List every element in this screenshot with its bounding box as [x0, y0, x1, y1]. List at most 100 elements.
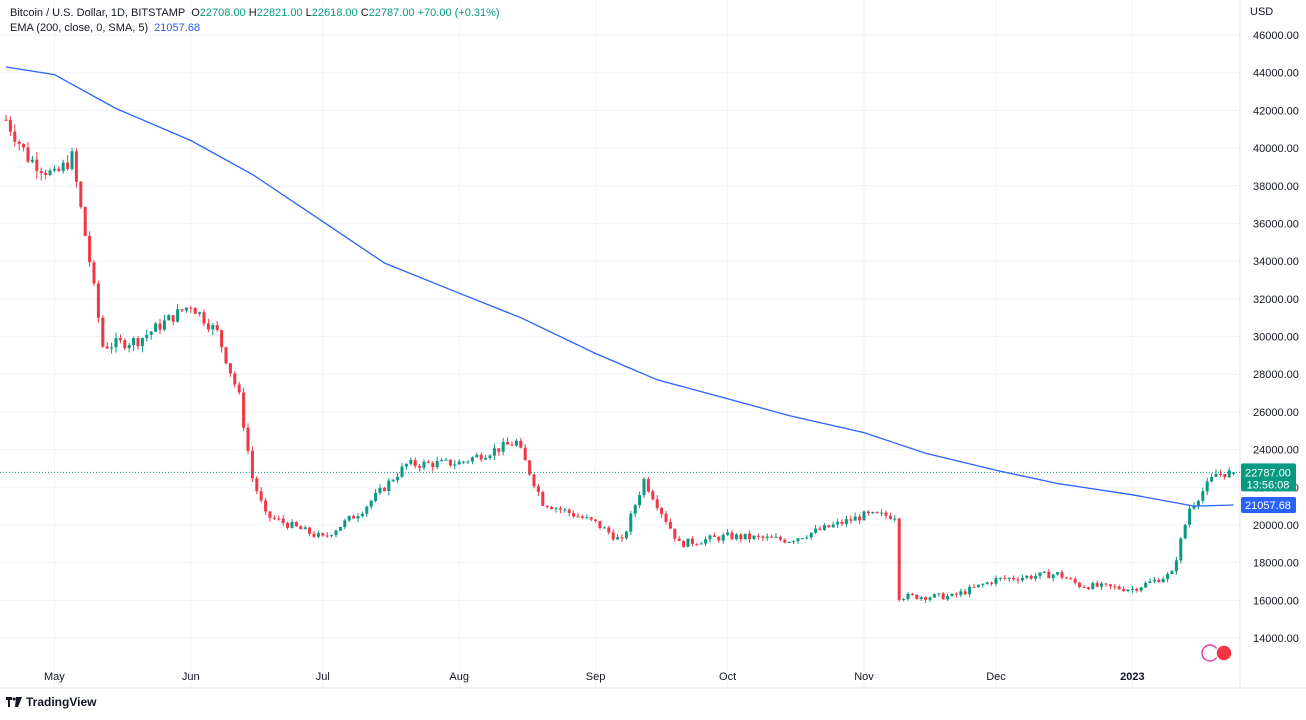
candle-body [976, 584, 980, 587]
candle-body [708, 535, 712, 540]
candle-body [294, 521, 298, 527]
candle-body [946, 596, 950, 600]
countdown-text: 13:56:08 [1247, 479, 1290, 491]
candle-body [567, 509, 571, 513]
candle-body [519, 440, 523, 448]
candle-body [22, 143, 26, 148]
candle-body [712, 535, 716, 537]
candle-body [286, 522, 290, 528]
indicator-label[interactable]: EMA (200, close, 0, SMA, 5) [10, 22, 149, 34]
x-tick-label: Oct [719, 671, 736, 683]
brand-name: TradingView [26, 695, 97, 709]
y-tick-label: 32000.00 [1253, 294, 1299, 306]
candle-body [972, 586, 976, 588]
candle-body [1073, 578, 1077, 583]
candle-body [171, 315, 175, 322]
candle-body [937, 593, 941, 595]
candle-body [968, 586, 972, 595]
candle-body [690, 538, 694, 544]
us-flag-icon[interactable] [1215, 644, 1233, 662]
candle-body [17, 141, 21, 144]
candle-body [479, 454, 483, 460]
candle-body [734, 534, 738, 540]
ema-series-line [5, 66, 1234, 507]
candle-body [673, 528, 677, 539]
candle-body [554, 508, 558, 510]
candle-body [783, 539, 787, 543]
candle-body [444, 459, 448, 461]
candle-body [959, 591, 963, 595]
candle-body [1201, 491, 1205, 501]
candle-body [514, 440, 518, 446]
candle-body [866, 511, 870, 514]
candle-body [646, 478, 650, 492]
currency-label: USD [1250, 6, 1274, 18]
candle-body [536, 486, 540, 492]
event-icons[interactable] [1201, 644, 1233, 662]
candle-body [1130, 588, 1134, 590]
y-tick-label: 16000.00 [1253, 595, 1299, 607]
candle-body [391, 480, 395, 482]
candles [4, 115, 1236, 603]
candle-body [303, 527, 307, 530]
candle-body [910, 593, 914, 595]
candle-body [506, 441, 510, 445]
candle-body [800, 538, 804, 540]
candle-body [176, 309, 180, 322]
candle-body [853, 516, 857, 521]
candle-body [928, 597, 932, 600]
candle-body [255, 478, 259, 492]
candle-body [154, 323, 158, 332]
candle-body [180, 309, 184, 311]
candle-body [501, 441, 505, 452]
candle-body [1069, 578, 1073, 580]
candle-body [950, 593, 954, 597]
candle-body [739, 534, 743, 540]
candle-body [70, 151, 74, 169]
candle-body [774, 536, 778, 538]
candle-body [277, 518, 281, 520]
candle-body [558, 508, 562, 510]
candle-body [8, 119, 12, 132]
candle-body [193, 307, 197, 314]
y-tick-label: 30000.00 [1253, 332, 1299, 344]
candle-body [805, 537, 809, 539]
last-price-badge-bg [1241, 463, 1296, 492]
candle-body [1139, 587, 1143, 591]
candle-body [211, 325, 215, 330]
candle-body [233, 373, 237, 385]
candle-body [158, 323, 162, 330]
x-tick-label: 2023 [1120, 671, 1144, 683]
candle-body [1135, 588, 1139, 591]
candle-body [642, 478, 646, 496]
ema-badge-text: 21057.68 [1245, 500, 1291, 512]
candle-body [611, 532, 615, 540]
candle-body [167, 315, 171, 321]
x-tick-label: May [44, 671, 65, 683]
candle-body [629, 513, 633, 532]
candle-body [1047, 571, 1051, 579]
candle-body [818, 528, 822, 530]
y-tick-label: 36000.00 [1253, 218, 1299, 230]
candle-body [61, 162, 65, 171]
candle-body [699, 543, 703, 545]
candle-body [1192, 505, 1196, 509]
candle-body [127, 345, 131, 349]
candle-body [1051, 574, 1055, 579]
symbol-label[interactable]: Bitcoin / U.S. Dollar, 1D, BITSTAMP [10, 7, 186, 19]
candle-body [347, 515, 351, 521]
candle-body [1210, 476, 1214, 482]
candle-body [281, 518, 285, 523]
x-tick-label: Sep [586, 671, 606, 683]
candle-body [902, 599, 906, 601]
candle-body [189, 307, 193, 309]
brand-logo[interactable]: TradingView [6, 695, 96, 709]
candle-body [598, 520, 602, 528]
candle-body [250, 450, 254, 479]
chart-legend: Bitcoin / U.S. Dollar, 1D, BITSTAMP O227… [10, 6, 500, 36]
candle-body [585, 517, 589, 519]
candle-body [462, 461, 466, 463]
candle-body [369, 500, 373, 507]
